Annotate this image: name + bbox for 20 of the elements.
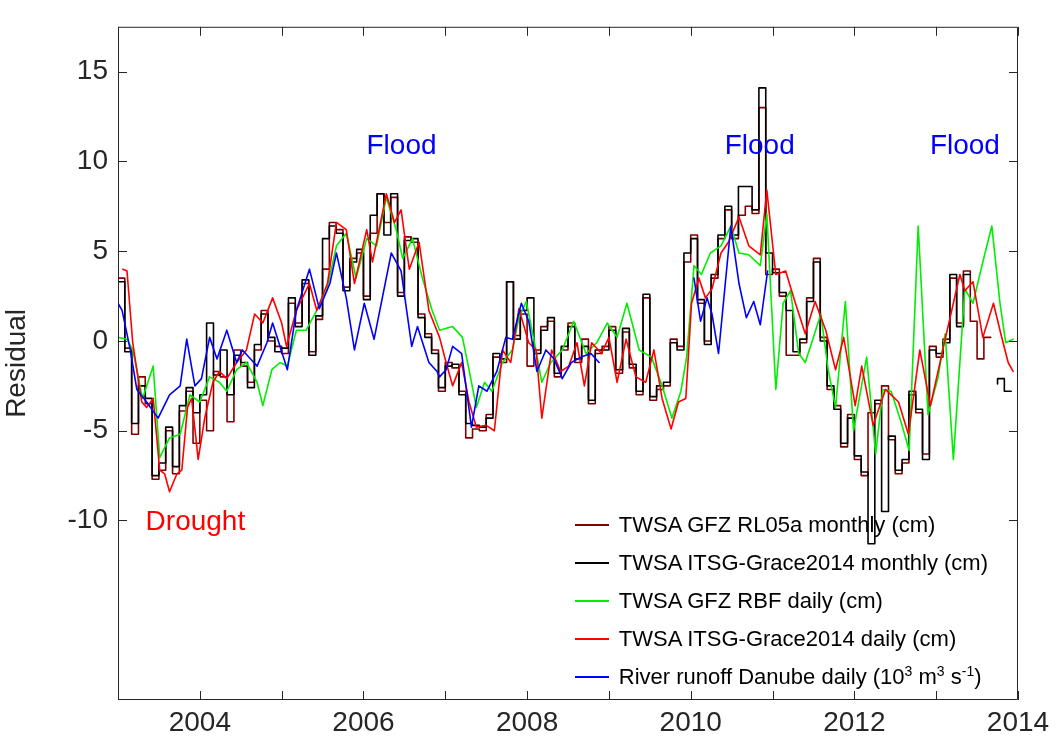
y-tick-label: -10 xyxy=(67,503,108,535)
legend-label: TWSA ITSG-Grace2014 monthly (cm) xyxy=(618,550,988,576)
y-axis-title: Residual xyxy=(0,308,31,418)
y-tick-label: 5 xyxy=(92,233,108,265)
y-tick-label: 15 xyxy=(76,54,108,86)
annotation: Flood xyxy=(929,129,1000,161)
y-tick-label: 10 xyxy=(76,144,108,176)
x-tick-label: 2010 xyxy=(659,705,722,737)
legend-label: River runoff Danube daily (10$^{3}$ m$^{3}$ s$^{-1}$) xyxy=(618,663,982,690)
annotation: Drought xyxy=(145,504,246,536)
y-tick-label: 0 xyxy=(92,323,108,355)
x-tick-label: 2012 xyxy=(823,705,886,737)
x-tick-label: 2008 xyxy=(495,705,559,737)
x-tick-label: 2006 xyxy=(332,705,395,737)
x-tick-label: 2014 xyxy=(986,705,1050,737)
legend-label: TWSA GFZ RBF daily (cm) xyxy=(618,588,883,614)
x-tick-label: 2004 xyxy=(168,705,231,737)
y-tick-label: -5 xyxy=(83,413,108,445)
legend-label: TWSA ITSG-Grace2014 daily (cm) xyxy=(618,626,957,652)
annotation: Flood xyxy=(366,129,437,161)
